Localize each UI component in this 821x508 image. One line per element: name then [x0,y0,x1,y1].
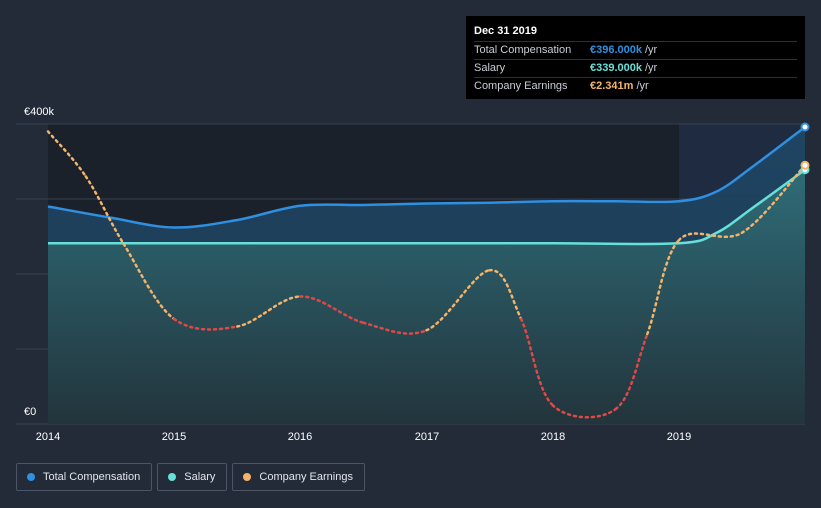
tooltip-earnings-value: €2.341m [590,80,634,92]
tooltip-total-name: Total Compensation [474,44,572,56]
earnings-segment [551,404,617,419]
company-earnings-line [46,130,807,419]
tooltip-total-value: €396.000k [590,44,642,56]
y-axis-label-top: €400k [24,106,54,118]
tooltip-salary-name: Salary [474,62,506,74]
y-axis-label-bottom: €0 [24,406,37,418]
earnings-segment [236,295,302,328]
salary-dot-icon [168,473,177,481]
earnings-segment [425,269,491,332]
tooltip-earnings-name: Company Earnings [474,80,568,92]
earnings-segment [46,130,88,178]
x-tick-2018: 2018 [540,431,566,443]
total-end-marker [800,122,810,132]
end-markers [800,122,810,175]
tooltip-earnings-unit: /yr [636,80,649,92]
tooltip-row-total: Total Compensation €396.000k /yr [474,41,797,59]
legend-company-earnings[interactable]: Company Earnings [232,463,365,491]
tooltip-date: Dec 31 2019 [474,25,537,37]
earnings-segment [614,332,649,411]
salary-line [48,168,806,246]
salary-area [48,169,805,424]
x-tick-2017: 2017 [414,431,440,443]
tooltip-row-salary: Salary €339.000k /yr [474,59,797,77]
total-compensation-line [47,126,806,229]
earnings-segment [677,231,744,242]
tooltip-total-unit: /yr [645,44,658,56]
tooltip-salary-value: €339.000k [590,62,642,74]
legend-company-earnings-label: Company Earnings [259,471,353,483]
earnings-segment [519,317,554,407]
earnings-segment [646,239,681,336]
earnings-segment [84,175,125,246]
x-tick-2014: 2014 [35,431,61,443]
chart-legend: Total Compensation Salary Company Earnin… [16,463,370,491]
legend-salary-label: Salary [184,471,216,483]
earnings-end-marker [800,160,810,170]
x-tick-2015: 2015 [161,431,187,443]
legend-total-compensation[interactable]: Total Compensation [16,463,153,491]
earnings-segment [362,321,428,335]
earnings-segment [172,317,239,331]
earnings-segment [299,295,365,324]
earnings-segment [122,242,176,321]
company-earnings-dot-icon [243,473,252,481]
x-tick-2019: 2019 [666,431,692,443]
tooltip-salary-unit: /yr [645,62,658,74]
legend-salary[interactable]: Salary [157,463,228,491]
chart-tooltip: Dec 31 2019 Total Compensation €396.000k… [466,16,805,99]
x-tick-2016: 2016 [287,431,313,443]
legend-total-compensation-label: Total Compensation [43,471,141,483]
earnings-segment [488,268,523,321]
tooltip-row-earnings: Company Earnings €2.341m /yr [474,77,797,95]
total-compensation-dot-icon [27,473,35,481]
